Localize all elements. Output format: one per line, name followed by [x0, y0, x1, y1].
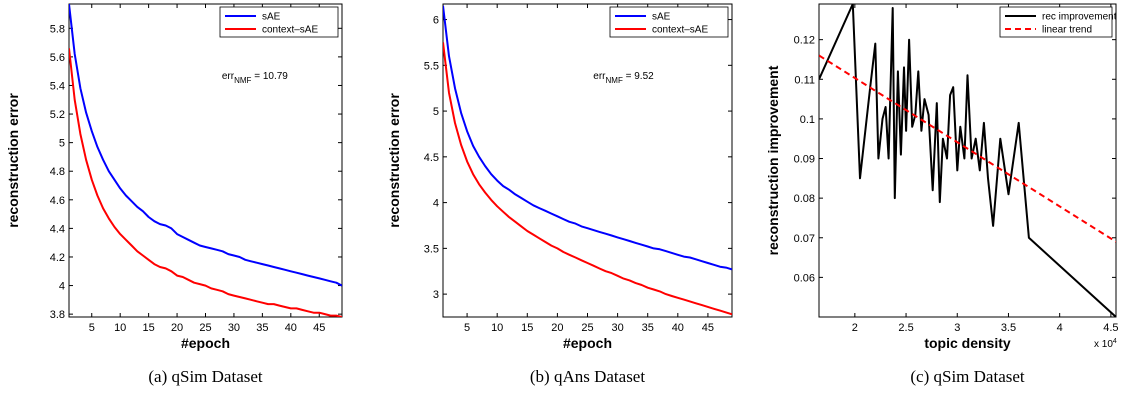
series-line-1	[819, 4, 1116, 317]
y-tick-label: 0.1	[800, 114, 815, 126]
x-axis-label: topic density	[924, 335, 1011, 351]
x-tick-label: 4	[1057, 322, 1063, 334]
chart-panel-1: 5 10 15 20 25 30 35 40 45 3.8 4 4.2 4.4 4.6 4.8 5 5.2 5.4…	[5, 3, 343, 386]
series-group	[443, 5, 732, 316]
legend-label-2: linear trend	[1042, 25, 1092, 36]
nmf-annotation: errNMF = 10.79	[222, 71, 288, 85]
y-axis-label: reconstruction error	[5, 93, 21, 228]
y-tick-label: 0.08	[794, 193, 815, 205]
series-line-1	[443, 5, 732, 271]
y-tick-label: 5.4	[50, 80, 65, 92]
chart-panel-3: 2 2.5 3 3.5 4 4.5 0.06 0.07 0.08 0.09 0.1 0.11 0.12 r…	[765, 3, 1119, 386]
x-tick-label: 25	[581, 322, 593, 334]
y-tick-label: 3.8	[50, 309, 65, 321]
x-tick-label: 3.5	[1001, 322, 1016, 334]
x-tick-label: 4.5	[1103, 322, 1118, 334]
nmf-annotation: errNMF = 9.52	[593, 71, 654, 85]
x-tick-label: 10	[114, 322, 126, 334]
y-tick-label: 4	[433, 198, 439, 210]
y-tick-label: 0.12	[794, 35, 815, 47]
legend: sAE context–sAE	[609, 6, 729, 38]
legend: sAE context–sAE	[219, 6, 339, 38]
y-tick-label: 0.09	[794, 154, 815, 166]
legend-box	[219, 6, 339, 38]
series-line-1	[69, 4, 342, 287]
y-tick-label: 5.2	[50, 109, 65, 121]
x-tick-label: 40	[672, 322, 684, 334]
x-tick-label: 5	[464, 322, 470, 334]
x-tick-label: 30	[611, 322, 623, 334]
y-tick-label: 4.6	[50, 195, 65, 207]
series-group	[819, 4, 1116, 317]
x-tick-label: 5	[89, 322, 95, 334]
series-line-2	[819, 54, 1116, 243]
subfigure-caption: (c) qSim Dataset	[910, 367, 1025, 386]
legend-box	[999, 6, 1113, 38]
y-axis-label: reconstruction improvement	[765, 65, 781, 255]
legend: rec improvement linear trend	[999, 6, 1117, 38]
x-tick-label: 2	[852, 322, 858, 334]
x-axis-label: #epoch	[563, 335, 612, 351]
series-line-2	[69, 48, 342, 317]
series-line-2	[443, 42, 732, 316]
x-tick-label: 25	[199, 322, 211, 334]
x-axis-label: #epoch	[181, 335, 230, 351]
legend-label-1: sAE	[652, 12, 671, 23]
plot-area	[68, 3, 343, 318]
y-tick-label: 0.11	[794, 74, 815, 86]
y-tick-label: 5.8	[50, 23, 65, 35]
x-tick-label: 20	[551, 322, 563, 334]
x-tick-label: 15	[143, 322, 155, 334]
plot-area	[818, 3, 1117, 318]
y-tick-label: 4.8	[50, 166, 65, 178]
legend-box	[609, 6, 729, 38]
series-group	[69, 4, 342, 317]
x-tick-label: 20	[171, 322, 183, 334]
subfigure-caption: (b) qAns Dataset	[530, 367, 645, 386]
x-tick-label: 45	[313, 322, 325, 334]
y-tick-label: 4.2	[50, 252, 65, 264]
x-tick-label: 35	[642, 322, 654, 334]
chart-panel-2: 5 10 15 20 25 30 35 40 45 3 3.5 4 4.5 5 5.5 6 sAE context…	[386, 3, 733, 386]
x-tick-label: 3	[954, 322, 960, 334]
y-axis-label: reconstruction error	[386, 93, 402, 228]
x-tick-label: 15	[521, 322, 533, 334]
y-tick-label: 6	[433, 15, 439, 27]
legend-label-1: sAE	[262, 12, 281, 23]
x-multiplier: x 104	[1094, 338, 1117, 350]
subfigure-caption: (a) qSim Dataset	[148, 367, 263, 386]
legend-label-2: context–sAE	[652, 25, 708, 36]
x-tick-label: 45	[702, 322, 714, 334]
y-tick-label: 5	[59, 138, 65, 150]
x-tick-label: 30	[228, 322, 240, 334]
y-tick-label: 5.5	[424, 60, 439, 72]
y-tick-label: 0.07	[794, 233, 815, 245]
plot-area	[442, 3, 733, 318]
y-tick-label: 4.4	[50, 223, 65, 235]
y-tick-label: 4	[59, 281, 65, 293]
y-tick-label: 4.5	[424, 152, 439, 164]
legend-label-1: rec improvement	[1042, 12, 1117, 23]
y-tick-label: 0.06	[794, 272, 815, 284]
legend-label-2: context–sAE	[262, 25, 318, 36]
y-tick-label: 3.5	[424, 243, 439, 255]
y-tick-label: 5	[433, 106, 439, 118]
x-tick-label: 35	[256, 322, 268, 334]
x-tick-label: 40	[285, 322, 297, 334]
x-tick-label: 10	[491, 322, 503, 334]
y-tick-label: 3	[433, 289, 439, 301]
x-tick-label: 2.5	[898, 322, 913, 334]
y-tick-label: 5.6	[50, 52, 65, 64]
